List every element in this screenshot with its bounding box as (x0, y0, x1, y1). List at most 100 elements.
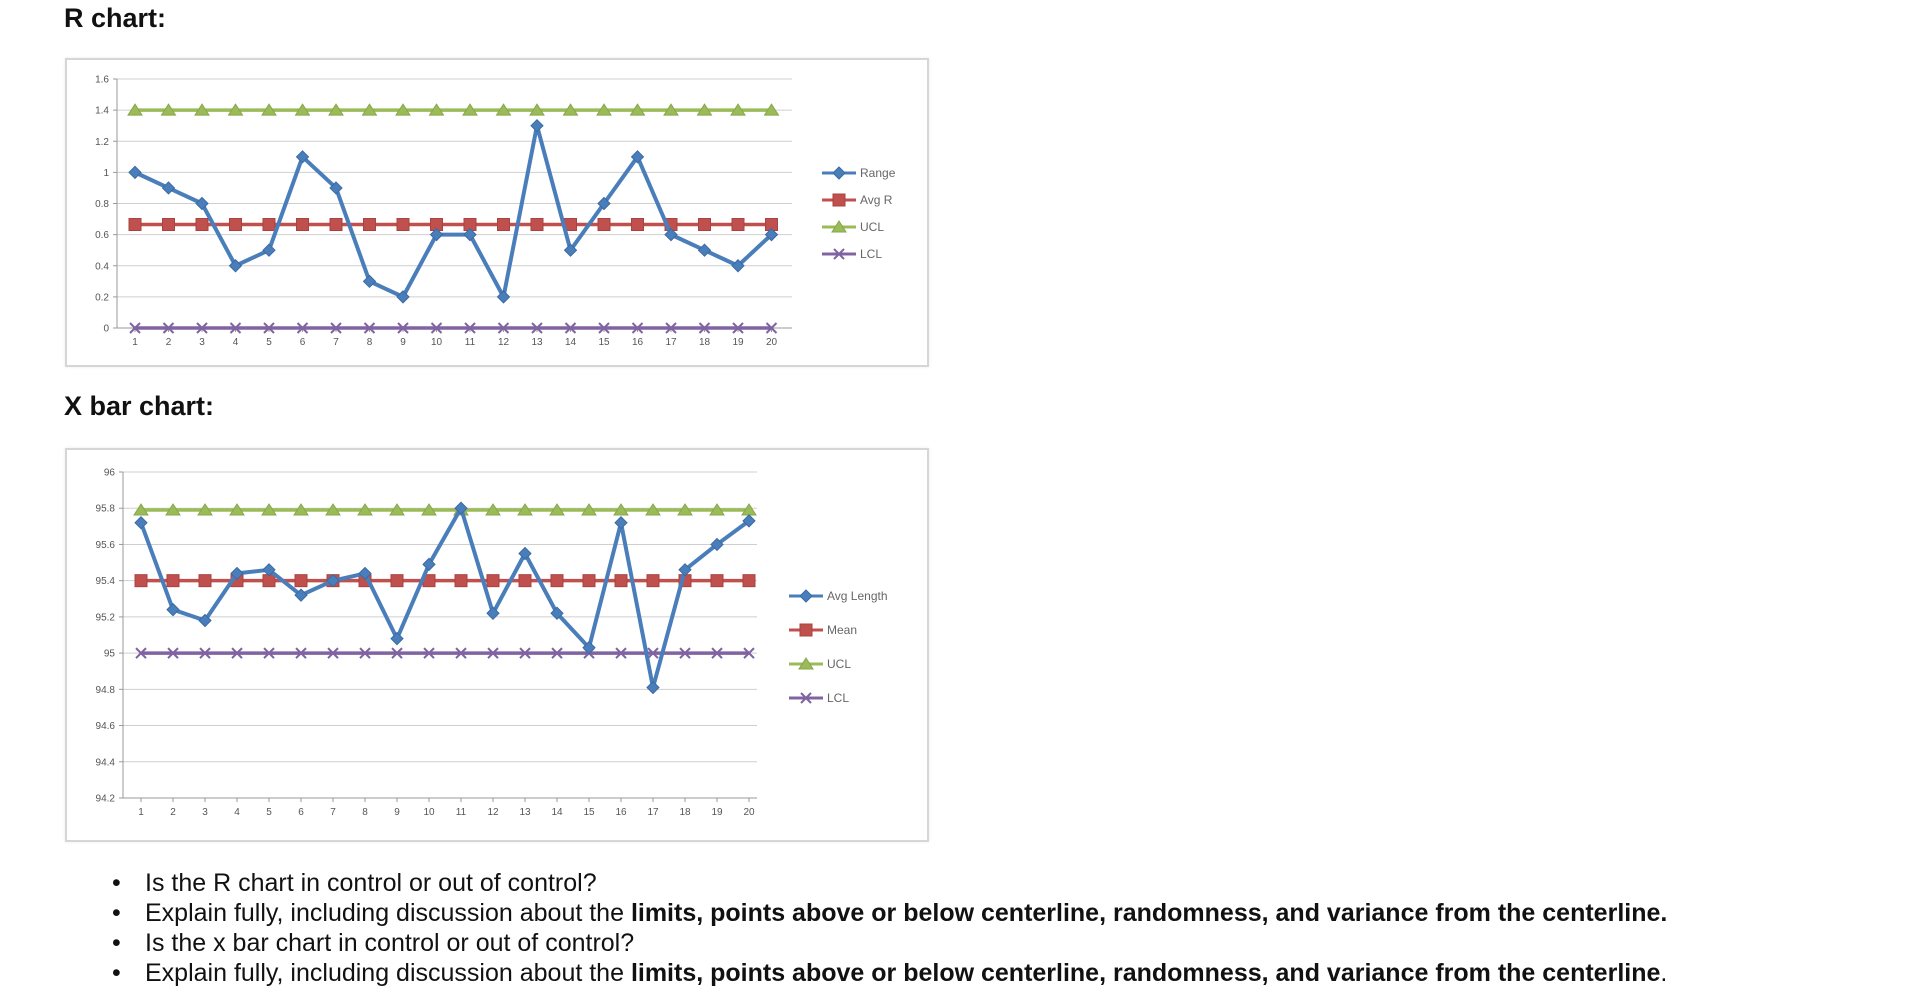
xbar-point-avg-length (582, 640, 596, 655)
xbar-point-lcl (391, 647, 403, 659)
xbar-point-lcl (199, 647, 211, 659)
r-point-avg-r (195, 218, 209, 232)
x-tick-label: 4 (233, 337, 239, 348)
y-tick-label: 1.6 (95, 75, 109, 86)
r-point-ucl (629, 103, 646, 116)
xbar-point-avg-length (486, 606, 500, 620)
r-series-range-line (134, 123, 773, 299)
legend-label: LCL (860, 247, 882, 261)
y-tick-label: 0.6 (95, 230, 109, 241)
xbar-point-lcl (167, 647, 179, 659)
xbar-point-ucl (421, 503, 437, 516)
r-point-range (530, 118, 544, 133)
legend-marker (800, 692, 812, 704)
r-point-ucl (663, 103, 679, 116)
y-tick-label: 1.4 (95, 106, 109, 117)
legend-entry: LCL (822, 247, 882, 261)
x-tick-label: 2 (166, 337, 172, 348)
xbar-point-mean (582, 574, 596, 588)
r-point-lcl (330, 322, 342, 334)
x-tick-label: 6 (298, 807, 304, 818)
legend-label: UCL (827, 657, 851, 671)
xbar-series-avg-length-line (139, 506, 751, 690)
r-point-lcl (765, 322, 778, 334)
y-tick-label: 0.4 (95, 261, 109, 272)
xbar-point-mean (134, 574, 148, 588)
y-tick-label: 95 (104, 649, 116, 660)
xbar-point-mean (198, 574, 212, 588)
x-tick-label: 10 (423, 807, 435, 818)
xbar-point-avg-length (166, 602, 180, 617)
legend-marker (799, 623, 813, 637)
y-tick-label: 94.8 (96, 685, 116, 696)
xbar-point-ucl (485, 503, 501, 516)
legend-label: Range (860, 166, 896, 180)
xbar-point-ucl (261, 503, 277, 516)
r-point-lcl (732, 322, 744, 334)
xbar-point-ucl (229, 503, 245, 516)
y-tick-label: 1.2 (95, 137, 109, 148)
r-point-lcl (464, 322, 476, 334)
legend-label: UCL (860, 220, 884, 234)
x-tick-label: 8 (362, 807, 368, 818)
x-tick-label: 10 (431, 337, 443, 348)
xbar-point-lcl (711, 647, 723, 659)
r-point-ucl (462, 103, 478, 116)
r-point-lcl (162, 322, 175, 334)
r-point-ucl (194, 103, 210, 116)
r-point-ucl (328, 103, 344, 116)
x-tick-label: 4 (234, 807, 240, 818)
legend-entry: Avg Length (789, 589, 888, 603)
question-item: Is the R chart in control or out of cont… (112, 868, 1667, 898)
xbar-point-ucl (581, 503, 597, 516)
xbar-point-avg-length (454, 501, 468, 515)
x-tick-label: 5 (266, 807, 272, 818)
y-tick-label: 95.6 (96, 540, 116, 551)
xbar-point-lcl (615, 647, 627, 659)
y-tick-label: 1 (103, 168, 109, 179)
xbar-point-lcl (359, 647, 371, 659)
legend-entry: Avg R (822, 193, 893, 207)
y-tick-label: 94.4 (96, 757, 116, 768)
xbar-point-ucl (197, 503, 213, 516)
legend-marker (799, 589, 813, 603)
r-point-avg-r (296, 218, 309, 232)
x-tick-label: 6 (300, 337, 306, 348)
xbar-point-lcl (327, 647, 339, 659)
legend-entry: UCL (789, 657, 851, 671)
r-point-lcl (564, 322, 577, 334)
xbar-point-lcl (679, 647, 691, 659)
xbar-point-ucl (677, 503, 693, 516)
legend-label: Avg R (860, 193, 893, 207)
legend-marker (833, 248, 845, 260)
x-tick-label: 18 (699, 337, 711, 348)
xbar-point-lcl (487, 647, 499, 659)
x-tick-label: 16 (615, 807, 627, 818)
x-tick-label: 9 (400, 337, 406, 348)
r-point-ucl (529, 103, 545, 116)
xbar-point-lcl (743, 647, 755, 659)
x-tick-label: 12 (498, 337, 510, 348)
y-tick-label: 96 (104, 468, 116, 479)
x-tick-label: 15 (583, 807, 595, 818)
legend-entry: Range (822, 166, 896, 180)
x-tick-label: 3 (202, 807, 208, 818)
xbar-point-avg-length (198, 613, 212, 628)
question-tail: . (1660, 959, 1668, 987)
x-bar-chart-frame: 94.2 94.4 94.6 94.8 95 95.2 95.4 95.6 95.8 96 1 2 3 4… (65, 448, 929, 842)
r-point-range (697, 243, 712, 257)
xbar-point-avg-length (230, 566, 244, 581)
xbar-point-avg-length (550, 606, 564, 620)
r-point-lcl (665, 322, 677, 334)
x-tick-label: 17 (647, 807, 659, 818)
r-point-avg-r (229, 218, 242, 232)
xbar-point-lcl (295, 647, 307, 659)
y-tick-label: 94.2 (96, 794, 116, 805)
x-tick-label: 16 (632, 337, 644, 348)
r-point-avg-r (597, 218, 611, 232)
xbar-point-mean (486, 574, 500, 588)
y-tick-label: 94.6 (96, 721, 116, 732)
legend-entry: UCL (822, 220, 884, 234)
question-text: Explain fully, including discussion abou… (145, 899, 631, 927)
